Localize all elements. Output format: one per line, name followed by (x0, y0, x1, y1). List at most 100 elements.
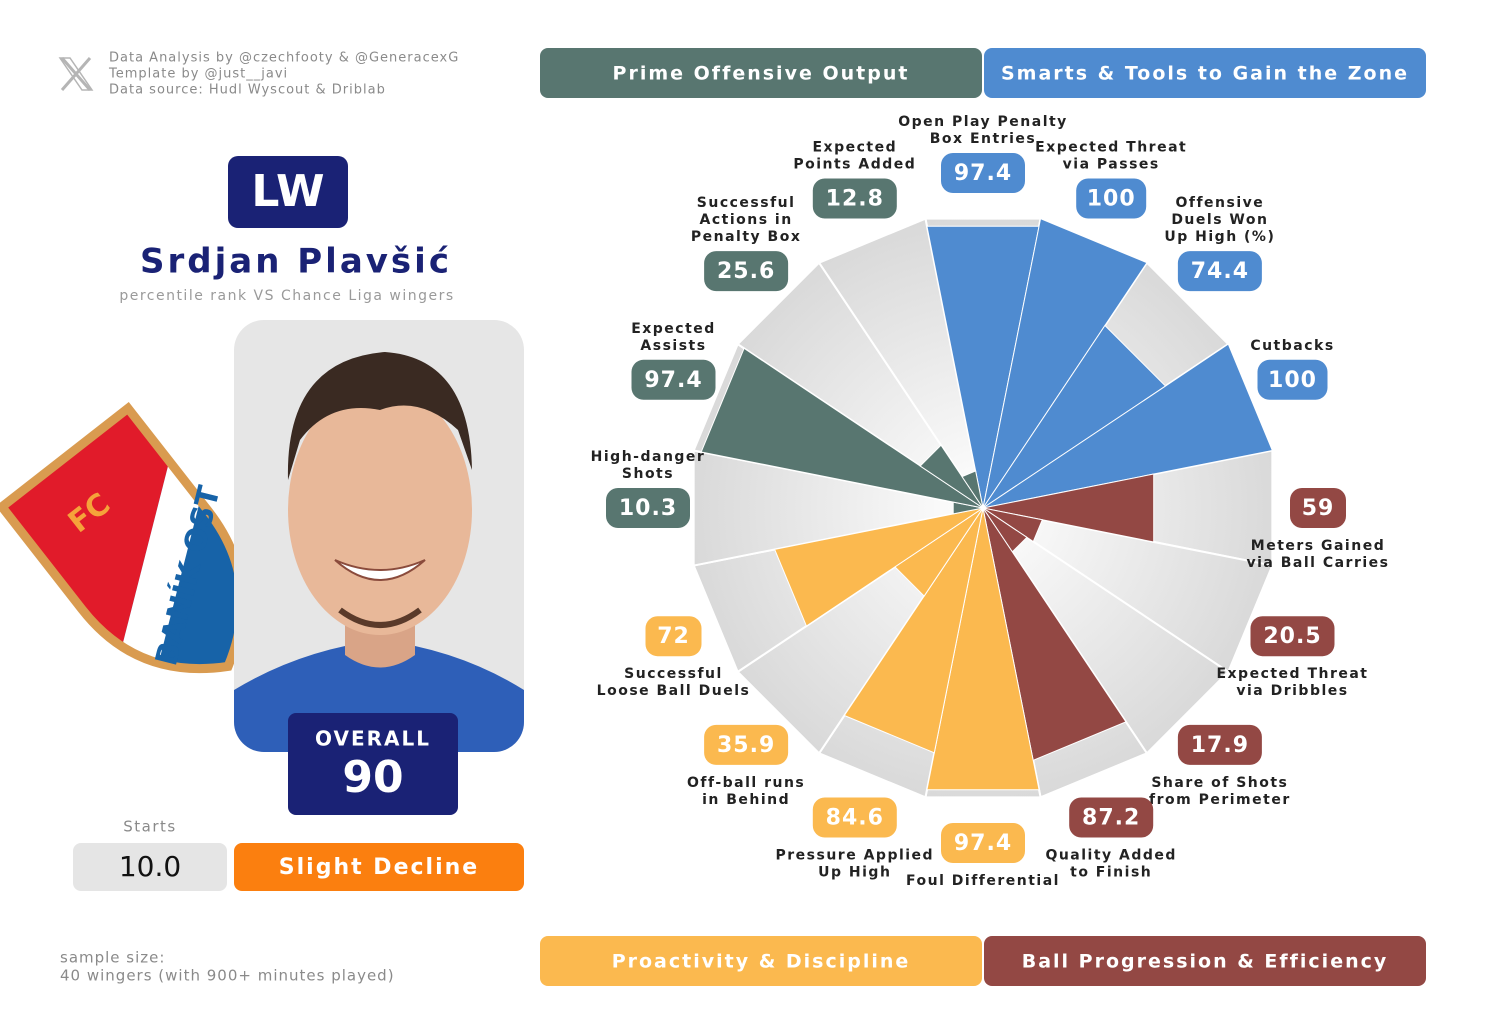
value-label: 84.6 (826, 805, 884, 830)
category-label: Meters Gained via Ball Carries (1247, 538, 1390, 571)
value-label: 17.9 (1191, 733, 1249, 758)
category-label-line: Expected Threat (1216, 666, 1368, 682)
trend-box (234, 843, 524, 891)
group-header-label: Smarts & Tools to Gain the Zone (1001, 63, 1409, 85)
category-label-line: Shots (622, 466, 674, 482)
category-label-line: Successful (697, 195, 796, 211)
category-label: Share of Shots from Perimeter (1149, 775, 1291, 808)
category-label-line: from Perimeter (1149, 792, 1291, 808)
category-label-line: Foul Differential (906, 873, 1060, 889)
group-header (540, 936, 982, 986)
overall-box (288, 713, 458, 815)
category-label-line: Cutbacks (1250, 338, 1334, 354)
group-header-label: Proactivity & Discipline (612, 951, 911, 973)
category-label: Cutbacks (1250, 338, 1334, 354)
footnote: 40 wingers (with 900+ minutes played) (60, 967, 395, 985)
value-label: 20.5 (1263, 624, 1321, 649)
category-label: Open Play Penalty Box Entries (898, 114, 1068, 147)
category-label: Expected Points Added (793, 140, 916, 173)
group-header-label: Ball Progression & Efficiency (1022, 951, 1389, 973)
category-label-line: Quality Added (1045, 847, 1177, 863)
position: LW (251, 166, 324, 217)
category-label-line: Off-ball runs (687, 775, 805, 791)
credit: Data source: Hudl Wyscout & Driblab (109, 83, 386, 98)
overall-value: 90 (342, 752, 403, 803)
category-label-line: Expected Threat (1035, 140, 1187, 156)
category-label-line: Expected (812, 140, 897, 156)
category-label: Foul Differential (906, 873, 1060, 889)
group-header (540, 48, 982, 98)
value-label: 87.2 (1082, 805, 1140, 830)
overall-label: OVERALL (315, 727, 431, 751)
starts-value: 10.0 (119, 850, 181, 883)
category-label: Expected Assists (631, 321, 716, 354)
starts-label: Starts (123, 818, 176, 836)
value-pill (1177, 251, 1262, 292)
chart: Smarts & Tools to Gain the Zone Ball Prog… (540, 48, 1426, 986)
group-header (984, 48, 1426, 98)
category-label-line: Actions in (700, 212, 793, 228)
category-label: Expected Threat via Dribbles (1216, 666, 1368, 699)
category-label-line: Pressure Applied (776, 847, 935, 863)
category-label: Offensive Duels Won Up High (%) (1164, 195, 1275, 245)
category-label: Expected Threat via Passes (1035, 140, 1187, 173)
category-label-line: Meters Gained (1251, 538, 1385, 554)
value-label: 97.4 (644, 368, 702, 393)
x-logo (58, 57, 94, 91)
value-pill (1069, 797, 1154, 838)
value-pill (1257, 359, 1328, 400)
bar (982, 473, 1155, 543)
category-label-line: High-danger (591, 449, 706, 465)
category-label-line: to Finish (1070, 864, 1152, 880)
category-label-line: Points Added (793, 157, 916, 173)
value-label: 59 (1302, 496, 1335, 521)
bar (773, 507, 984, 627)
value-pill (1076, 178, 1147, 219)
player-name: Srdjan Plavšić (140, 242, 452, 282)
category-label: High-danger Shots (591, 449, 706, 482)
value-label: 100 (1268, 368, 1317, 393)
category-label-line: Loose Ball Duels (597, 683, 751, 699)
value-label: 74.4 (1191, 259, 1249, 284)
category-label-line: Box Entries (930, 131, 1036, 147)
category-label-line: Assists (640, 338, 706, 354)
category-label-line: in Behind (702, 792, 790, 808)
value-pill (1290, 488, 1346, 528)
category-label-line: Share of Shots (1151, 775, 1288, 791)
bar (961, 470, 984, 509)
credit: Data Analysis by @czechfooty & @Generace… (109, 51, 459, 66)
value-pill (704, 724, 789, 765)
value-label: 97.4 (954, 831, 1012, 856)
value-label: 12.8 (826, 187, 884, 212)
category-label-line: Open Play Penalty (898, 114, 1068, 130)
value-pill (645, 616, 702, 657)
value-label: 35.9 (717, 733, 775, 758)
value-label: 10.3 (619, 496, 677, 521)
group-header-label: Prime Offensive Output (613, 63, 910, 85)
category-label: Quality Added to Finish (1045, 847, 1177, 880)
category-label-line: Up High (%) (1164, 229, 1275, 245)
value-label: 100 (1087, 187, 1136, 212)
value-label: 72 (657, 624, 690, 649)
category-label-line: via Dribbles (1236, 683, 1348, 699)
category-label-line: Successful (624, 666, 723, 682)
category-label-line: Expected (631, 321, 716, 337)
value-pill (941, 153, 1025, 193)
credit: Template by @just__javi (108, 67, 288, 82)
category-label-line: Duels Won (1171, 212, 1268, 228)
category-label-line: via Ball Carries (1247, 555, 1390, 571)
value-pill (1250, 616, 1335, 657)
category-label-line: Up High (818, 864, 891, 880)
trend: Slight Decline (279, 855, 479, 880)
category-label: Pressure Applied Up High (776, 847, 935, 880)
value-label: 97.4 (954, 161, 1012, 186)
value-label: 25.6 (717, 259, 775, 284)
category-label-line: via Passes (1063, 157, 1160, 173)
value-pill (704, 251, 789, 292)
value-pill (941, 823, 1025, 863)
category-label-line: Penalty Box (691, 229, 801, 245)
bar (843, 507, 984, 754)
bar (700, 347, 984, 509)
footnote: sample size: (60, 949, 165, 967)
